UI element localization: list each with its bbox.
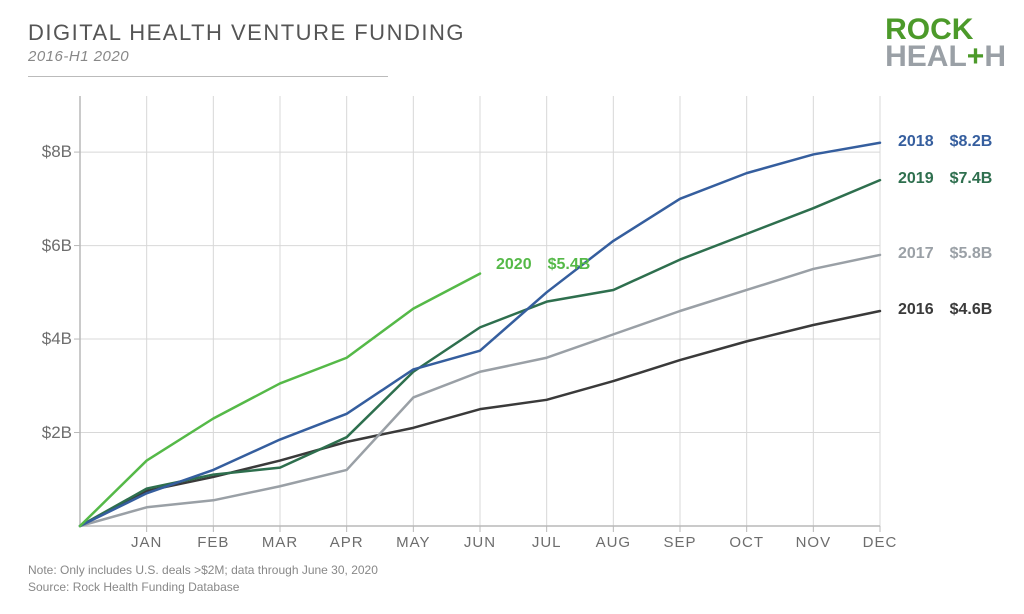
line-chart — [80, 96, 880, 526]
logo-plus-icon: + — [967, 43, 985, 70]
series-end-label: 2017$5.8B — [898, 245, 992, 263]
y-tick-label: $2B — [42, 423, 72, 443]
x-tick-label: OCT — [729, 534, 764, 551]
x-tick-label: NOV — [796, 534, 832, 551]
logo-health: HEAL+H — [885, 43, 1006, 70]
chart-footnotes: Note: Only includes U.S. deals >$2M; dat… — [28, 562, 378, 596]
rock-health-logo: ROCK HEAL+H — [885, 16, 1006, 70]
y-axis-labels: $2B $4B $6B $8B — [22, 96, 72, 526]
y-tick-label: $6B — [42, 236, 72, 256]
x-tick-label: JUL — [532, 534, 562, 551]
logo-rock: ROCK — [885, 16, 1006, 43]
title-underline — [28, 76, 388, 77]
x-axis-labels: JANFEBMARAPRMAYJUNJULAUGSEPOCTNOVDEC — [80, 534, 880, 558]
x-tick-label: FEB — [197, 534, 229, 551]
x-tick-label: DEC — [863, 534, 898, 551]
footnote-source: Source: Rock Health Funding Database — [28, 579, 378, 596]
x-tick-label: MAY — [396, 534, 430, 551]
x-tick-label: SEP — [663, 534, 696, 551]
y-tick-label: $4B — [42, 329, 72, 349]
series-end-label: 2019$7.4B — [898, 170, 992, 188]
x-tick-label: APR — [330, 534, 364, 551]
series-end-label-partial: 2020$5.4B — [496, 256, 590, 274]
chart-subtitle: 2016-H1 2020 — [28, 48, 465, 65]
x-tick-label: JUN — [464, 534, 496, 551]
x-tick-label: MAR — [262, 534, 298, 551]
series-end-label: 2016$4.6B — [898, 301, 992, 319]
footnote-note: Note: Only includes U.S. deals >$2M; dat… — [28, 562, 378, 579]
series-end-label: 2018$8.2B — [898, 133, 992, 151]
y-tick-label: $8B — [42, 142, 72, 162]
x-tick-label: AUG — [596, 534, 632, 551]
chart-title: DIGITAL HEALTH VENTURE FUNDING — [28, 20, 465, 46]
x-tick-label: JAN — [131, 534, 162, 551]
